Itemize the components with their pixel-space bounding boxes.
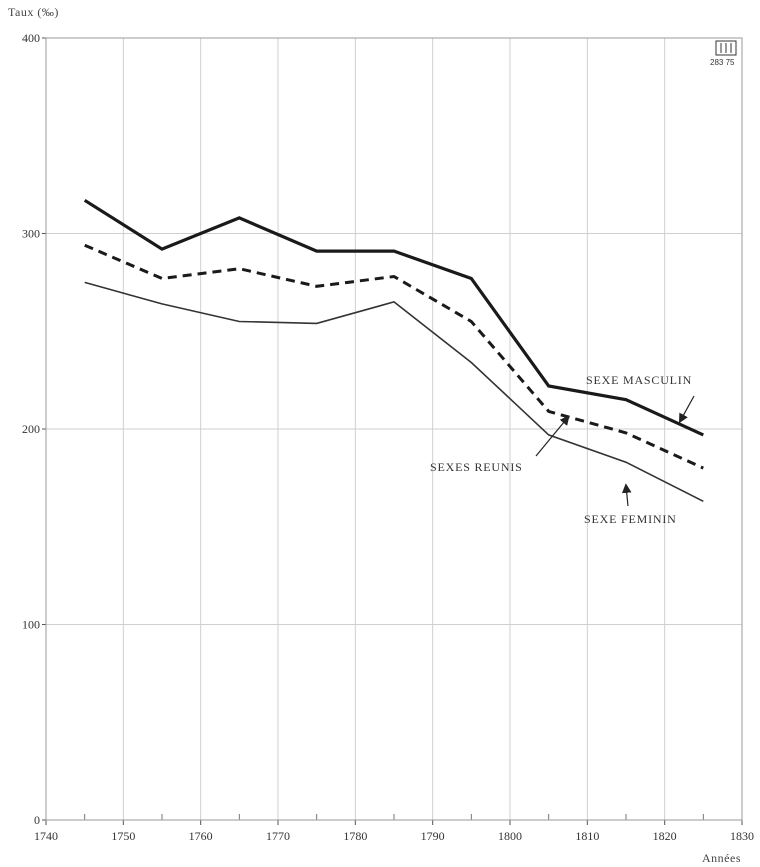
series-lines [83,198,704,503]
pointer-arrow-0 [678,395,695,424]
x-tick-label: 1750 [111,829,135,843]
grid [45,37,743,821]
y-axis-title: Taux (‰) [8,5,59,19]
catalog-stamp: 283 75 [710,40,737,67]
x-tick-label: 1790 [421,829,445,843]
x-axis-title: Années [702,851,741,865]
series-label-0: SEXE MASCULIN [586,373,692,387]
series-line-2 [84,281,704,503]
pointer-arrow-2 [621,483,632,507]
y-tick-label: 400 [22,31,40,45]
y-tick-label: 0 [34,813,40,827]
x-tick-label: 1780 [343,829,367,843]
x-tick-label: 1830 [730,829,754,843]
x-tick-label: 1800 [498,829,522,843]
series-line-1 [84,243,704,470]
y-tick-label: 300 [22,227,40,241]
x-tick-label: 1820 [653,829,677,843]
y-tick-label: 100 [22,618,40,632]
series-label-2: SEXE FEMININ [584,512,677,526]
stamp-icon [715,40,737,56]
axes: 1740 1750 1760 1770 1780 1790 1800 1810 1820 1830… [22,31,754,843]
x-tick-label: 1770 [266,829,290,843]
x-tick-label: 1760 [189,829,213,843]
series-label-1: SEXES REUNIS [430,460,523,474]
series-line-0 [83,198,704,437]
series-labels: SEXE MASCULIN SEXES REUNIS SEXE FEMININ [430,373,695,526]
y-tick-label: 200 [22,422,40,436]
plot-frame [45,37,743,821]
pointer-arrow-1 [535,415,570,457]
x-tick-label: 1810 [575,829,599,843]
stamp-number: 283 75 [710,58,735,67]
x-tick-label: 1740 [34,829,58,843]
